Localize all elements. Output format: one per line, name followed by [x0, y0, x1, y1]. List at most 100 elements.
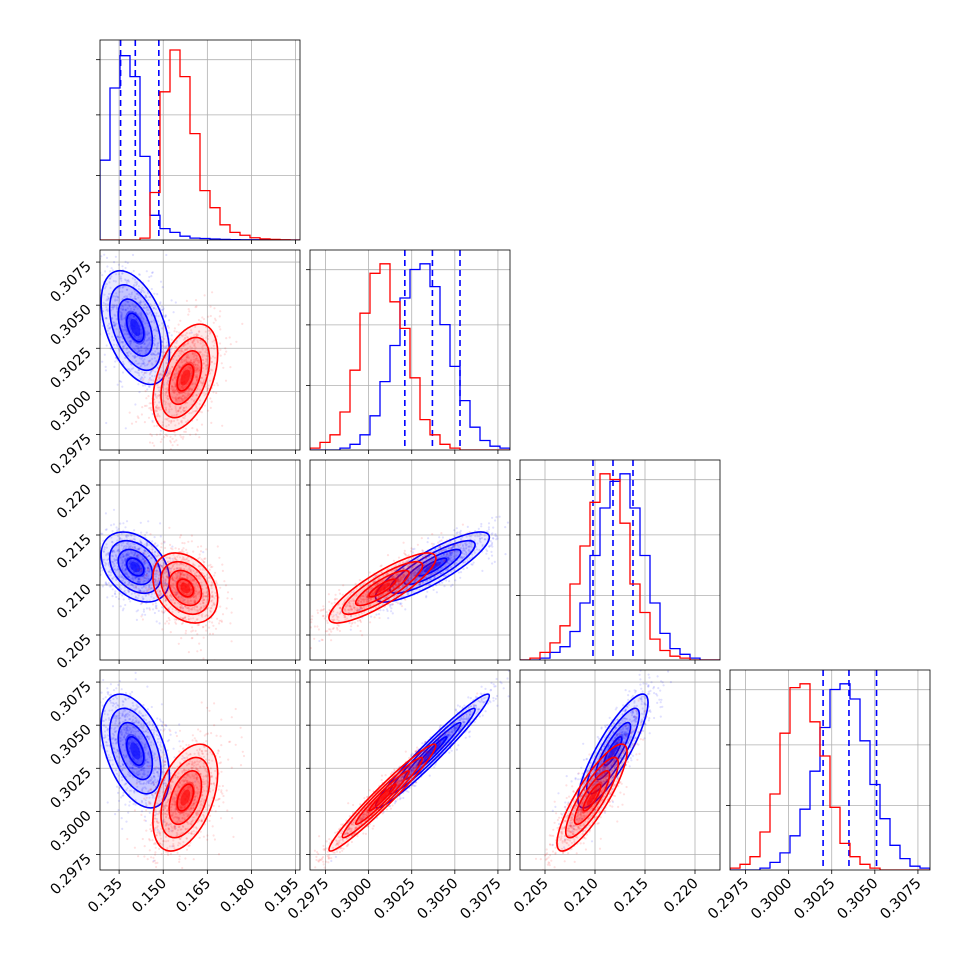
sample-point [197, 575, 200, 578]
sample-point [132, 367, 135, 370]
sample-point [125, 573, 128, 576]
sample-point [143, 552, 146, 555]
sample-point [182, 334, 185, 337]
sample-point [95, 327, 97, 329]
sample-point [177, 567, 180, 570]
sample-point [95, 251, 97, 253]
sample-point [124, 592, 127, 595]
hist-panel-p2 [520, 460, 720, 660]
sample-point [124, 309, 128, 312]
sample-point [171, 589, 174, 592]
sample-point [168, 526, 171, 529]
sample-point [192, 339, 195, 342]
sample-point [195, 595, 198, 598]
sample-point [181, 596, 184, 599]
sample-point [129, 560, 132, 563]
sample-point [135, 610, 138, 613]
sample-point [149, 359, 152, 362]
sample-point [186, 573, 189, 576]
sample-point [144, 550, 147, 553]
sample-point [137, 335, 140, 338]
sample-point [158, 415, 161, 418]
sample-point [190, 370, 193, 373]
sample-point [155, 604, 158, 607]
blue-contour [125, 557, 145, 577]
sample-point [159, 429, 162, 432]
sample-point [176, 567, 179, 570]
sample-point [164, 580, 167, 583]
sample-point [200, 606, 203, 609]
sample-point [158, 377, 161, 380]
sample-point [102, 550, 105, 553]
sample-point [169, 448, 172, 450]
sample-point [105, 553, 108, 556]
sample-point [215, 582, 218, 585]
sample-point [142, 378, 145, 381]
sample-point [158, 359, 161, 362]
sample-point [195, 574, 198, 577]
sample-point [119, 522, 122, 525]
sample-point [195, 376, 198, 379]
sample-point [115, 555, 118, 558]
sample-point [195, 333, 198, 336]
sample-point [142, 580, 145, 583]
sample-point [211, 599, 214, 602]
sample-point [140, 568, 143, 571]
sample-point [150, 314, 154, 317]
sample-point [192, 338, 195, 341]
sample-point [425, 595, 428, 598]
sample-point [133, 290, 136, 293]
sample-point [170, 584, 173, 588]
sample-point [191, 352, 194, 356]
sample-point [164, 315, 167, 319]
sample-point [175, 397, 178, 400]
sample-point [171, 576, 174, 580]
sample-point [190, 341, 194, 344]
sample-point [134, 578, 137, 581]
sample-point [178, 399, 181, 402]
sample-point [140, 349, 143, 352]
sample-point [187, 308, 190, 311]
sample-point [95, 326, 97, 328]
sample-point [174, 407, 177, 410]
sample-point [176, 400, 179, 403]
sample-point [127, 546, 130, 550]
sample-point [204, 595, 207, 598]
sample-point [365, 591, 369, 594]
sample-point [143, 576, 146, 580]
sample-point [206, 389, 209, 392]
sample-point [210, 400, 213, 403]
sample-point [157, 352, 160, 355]
sample-point [159, 564, 162, 568]
sample-point [140, 531, 143, 534]
sample-point [134, 311, 137, 314]
sample-point [448, 551, 451, 554]
sample-point [171, 366, 174, 369]
sample-point [133, 546, 136, 549]
sample-point [198, 403, 201, 406]
sample-point [194, 574, 197, 577]
sample-point [168, 573, 171, 576]
sample-point [198, 590, 201, 593]
sample-point [138, 589, 142, 592]
sample-point [180, 595, 183, 598]
sample-point [179, 573, 182, 576]
sample-point [134, 311, 137, 314]
sample-point [124, 303, 127, 306]
sample-point [196, 585, 199, 588]
sample-point [181, 548, 184, 552]
sample-point [202, 318, 206, 321]
sample-point [140, 568, 144, 571]
red-contour [152, 552, 219, 624]
sample-point [176, 443, 179, 447]
sample-point [173, 590, 176, 594]
sample-point [102, 301, 105, 304]
sample-point [184, 616, 187, 619]
sample-point [125, 333, 128, 336]
sample-point [147, 416, 151, 419]
sample-point [110, 309, 113, 312]
sample-point [204, 373, 207, 376]
sample-point [205, 360, 208, 363]
sample-point [207, 564, 210, 567]
sample-point [105, 583, 108, 586]
